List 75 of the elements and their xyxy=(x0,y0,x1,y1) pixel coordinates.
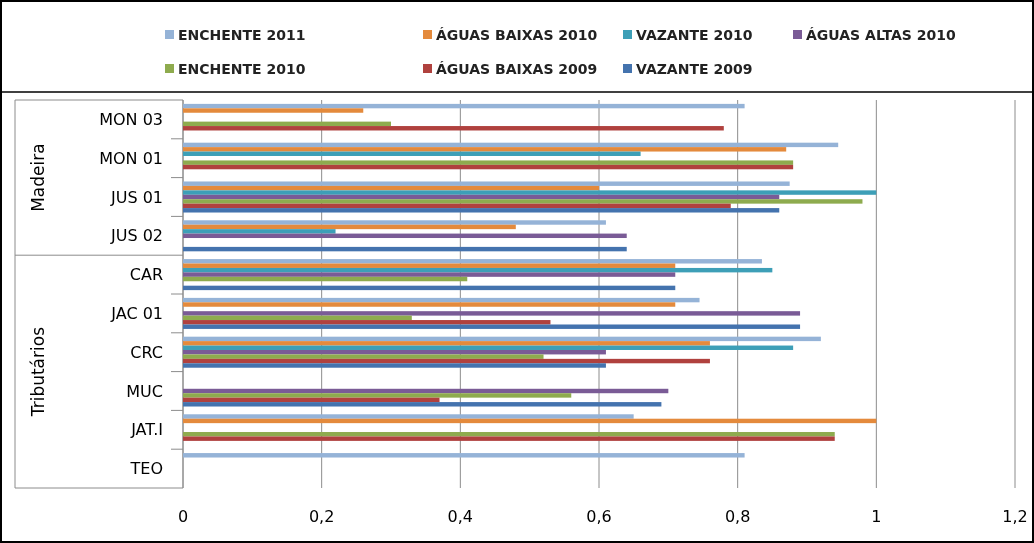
bar xyxy=(183,259,762,264)
bar xyxy=(183,142,839,148)
bar xyxy=(183,393,572,398)
bar xyxy=(183,164,794,170)
bar xyxy=(183,272,676,277)
x-tick-label: 0,6 xyxy=(586,507,612,526)
bar xyxy=(183,160,794,165)
x-tick-label: 0,8 xyxy=(724,507,751,526)
bar xyxy=(183,121,391,127)
bar xyxy=(183,233,627,239)
bar xyxy=(183,432,835,437)
bar xyxy=(183,414,634,419)
legend-label: ENCHENTE 2011 xyxy=(178,27,306,43)
legend-label: ENCHENTE 2010 xyxy=(178,61,306,77)
bar xyxy=(183,147,787,152)
bar xyxy=(183,103,745,109)
bar xyxy=(183,185,599,191)
text: Madeira xyxy=(28,143,48,212)
x-tick-label: 1 xyxy=(871,507,882,526)
bar xyxy=(183,246,627,252)
x-tick-label: 1,2 xyxy=(1002,507,1028,526)
bar xyxy=(183,311,801,316)
legend-label: VAZANTE 2010 xyxy=(636,27,753,43)
bar xyxy=(183,358,710,364)
y-tick-label: MON 03 xyxy=(99,109,163,129)
y-tick-label: TEO xyxy=(129,459,163,479)
bar xyxy=(183,363,606,368)
y-tick-label: CAR xyxy=(129,265,163,285)
y-tick-label: JUS 02 xyxy=(109,226,163,246)
legend-label: ÁGUAS BAIXAS 2009 xyxy=(436,61,598,77)
bar xyxy=(183,267,773,273)
x-tick-label: 0,2 xyxy=(308,507,335,526)
bar xyxy=(183,203,731,209)
y-tick-label: JUS 01 xyxy=(109,187,163,207)
bar xyxy=(183,349,606,355)
bar xyxy=(183,151,641,156)
y-tick-label: JAC 01 xyxy=(110,303,163,323)
bar xyxy=(183,263,676,268)
bar xyxy=(183,190,877,195)
bar xyxy=(183,194,780,200)
y-tick-label: MUC xyxy=(126,381,163,401)
x-tick-label: 0,4 xyxy=(447,507,474,526)
bar xyxy=(183,324,801,329)
bar xyxy=(183,108,364,113)
legend-label: VAZANTE 2009 xyxy=(636,61,753,77)
bar xyxy=(183,418,877,424)
x-tick-label: 0 xyxy=(177,507,189,526)
bar xyxy=(183,302,676,307)
y-tick-label: MON 01 xyxy=(99,148,163,168)
bar xyxy=(183,126,724,131)
bar xyxy=(183,315,412,321)
bar xyxy=(183,181,790,186)
legend-label: ÁGUAS ALTAS 2010 xyxy=(806,27,956,43)
bar xyxy=(183,208,780,213)
bar xyxy=(183,388,669,394)
bar xyxy=(183,345,794,350)
legend-label: ÁGUAS BAIXAS 2010 xyxy=(436,27,598,43)
bar xyxy=(183,354,544,359)
bar xyxy=(183,276,468,282)
bar xyxy=(183,199,863,204)
bar xyxy=(183,453,745,458)
bar xyxy=(183,341,710,346)
bar xyxy=(183,224,516,230)
bar xyxy=(183,320,551,325)
bar xyxy=(183,436,835,441)
bar xyxy=(183,297,700,303)
text: Tributários xyxy=(28,326,48,418)
bar xyxy=(183,285,676,291)
bar xyxy=(183,220,606,225)
bar xyxy=(183,229,336,234)
y-tick-label: JAT.I xyxy=(130,420,163,440)
bar xyxy=(183,336,821,342)
bar xyxy=(183,402,662,407)
y-tick-label: CRC xyxy=(130,342,163,362)
bar xyxy=(183,397,440,403)
